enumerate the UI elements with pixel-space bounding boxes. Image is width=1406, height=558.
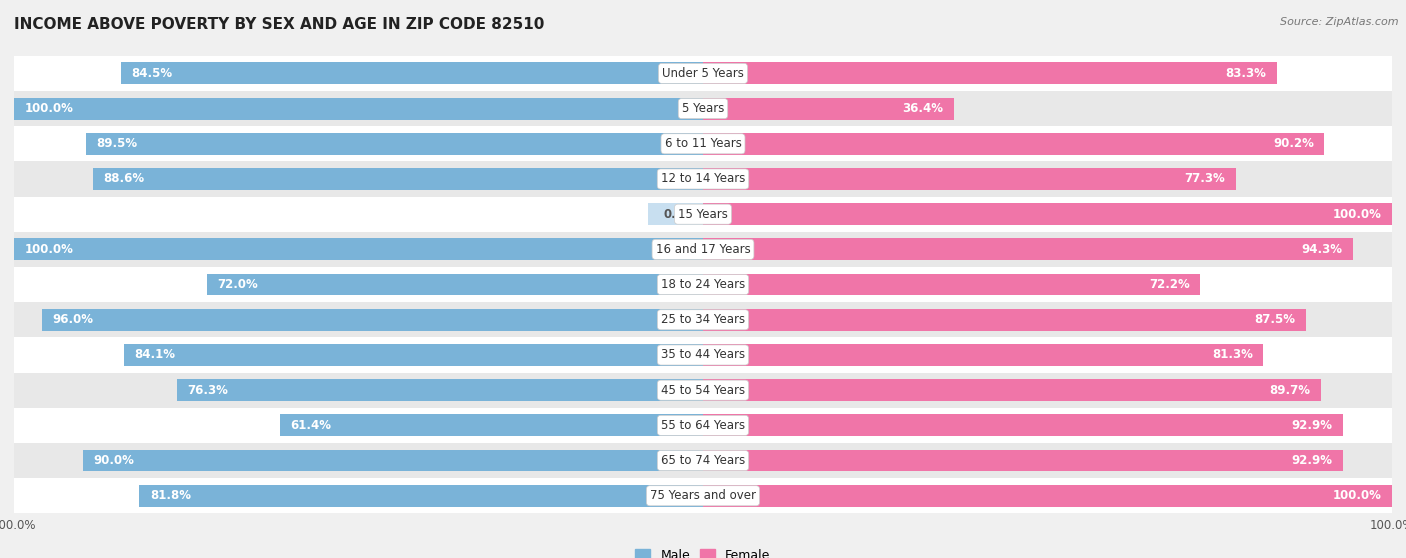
Bar xyxy=(14,161,1392,196)
Bar xyxy=(42,309,703,331)
Bar xyxy=(703,344,1263,366)
Bar xyxy=(177,379,703,401)
Text: 84.5%: 84.5% xyxy=(131,67,173,80)
Bar xyxy=(703,238,1353,260)
Bar xyxy=(703,415,1343,436)
Bar xyxy=(139,485,703,507)
Bar xyxy=(14,238,703,260)
Bar xyxy=(703,485,1392,507)
Text: 92.9%: 92.9% xyxy=(1292,419,1333,432)
Text: 0.0%: 0.0% xyxy=(664,208,696,220)
Bar xyxy=(86,133,703,155)
Text: 18 to 24 Years: 18 to 24 Years xyxy=(661,278,745,291)
Text: 36.4%: 36.4% xyxy=(903,102,943,115)
Text: 100.0%: 100.0% xyxy=(1333,489,1382,502)
Text: 72.0%: 72.0% xyxy=(218,278,259,291)
Bar xyxy=(124,344,703,366)
Text: 89.5%: 89.5% xyxy=(97,137,138,150)
Text: 100.0%: 100.0% xyxy=(24,102,73,115)
Text: Under 5 Years: Under 5 Years xyxy=(662,67,744,80)
Text: 84.1%: 84.1% xyxy=(134,349,174,362)
Text: 35 to 44 Years: 35 to 44 Years xyxy=(661,349,745,362)
Bar xyxy=(14,443,1392,478)
Text: 5 Years: 5 Years xyxy=(682,102,724,115)
Bar xyxy=(703,133,1324,155)
Text: 100.0%: 100.0% xyxy=(24,243,73,256)
Bar xyxy=(14,91,1392,126)
Text: 81.8%: 81.8% xyxy=(150,489,191,502)
Text: 75 Years and over: 75 Years and over xyxy=(650,489,756,502)
Bar xyxy=(207,273,703,296)
Text: 45 to 54 Years: 45 to 54 Years xyxy=(661,384,745,397)
Legend: Male, Female: Male, Female xyxy=(630,543,776,558)
Text: 90.2%: 90.2% xyxy=(1274,137,1315,150)
Text: 96.0%: 96.0% xyxy=(52,313,93,326)
Text: 87.5%: 87.5% xyxy=(1254,313,1295,326)
Bar xyxy=(703,203,1392,225)
Text: 15 Years: 15 Years xyxy=(678,208,728,220)
Text: 83.3%: 83.3% xyxy=(1226,67,1267,80)
Text: 81.3%: 81.3% xyxy=(1212,349,1253,362)
Bar xyxy=(14,478,1392,513)
Text: 12 to 14 Years: 12 to 14 Years xyxy=(661,172,745,185)
Text: 100.0%: 100.0% xyxy=(1333,208,1382,220)
Text: 25 to 34 Years: 25 to 34 Years xyxy=(661,313,745,326)
Text: 72.2%: 72.2% xyxy=(1149,278,1189,291)
Bar xyxy=(14,196,1392,232)
Bar xyxy=(703,309,1306,331)
Text: 77.3%: 77.3% xyxy=(1184,172,1225,185)
Bar xyxy=(14,373,1392,408)
Bar xyxy=(703,450,1343,472)
Bar xyxy=(14,408,1392,443)
Bar xyxy=(703,62,1277,84)
Bar xyxy=(14,98,703,119)
Bar xyxy=(703,273,1201,296)
Text: 94.3%: 94.3% xyxy=(1302,243,1343,256)
Text: 61.4%: 61.4% xyxy=(290,419,332,432)
Bar xyxy=(14,232,1392,267)
Bar xyxy=(93,168,703,190)
Bar xyxy=(14,126,1392,161)
Text: 55 to 64 Years: 55 to 64 Years xyxy=(661,419,745,432)
Bar xyxy=(703,168,1236,190)
Text: 89.7%: 89.7% xyxy=(1270,384,1310,397)
Bar xyxy=(14,338,1392,373)
Text: 65 to 74 Years: 65 to 74 Years xyxy=(661,454,745,467)
Bar xyxy=(83,450,703,472)
Bar xyxy=(280,415,703,436)
Bar xyxy=(14,302,1392,338)
Text: 16 and 17 Years: 16 and 17 Years xyxy=(655,243,751,256)
Bar xyxy=(648,203,703,225)
Text: 76.3%: 76.3% xyxy=(187,384,229,397)
Bar xyxy=(703,98,953,119)
Text: 90.0%: 90.0% xyxy=(93,454,134,467)
Text: 92.9%: 92.9% xyxy=(1292,454,1333,467)
Text: Source: ZipAtlas.com: Source: ZipAtlas.com xyxy=(1281,17,1399,27)
Text: 6 to 11 Years: 6 to 11 Years xyxy=(665,137,741,150)
Bar xyxy=(14,267,1392,302)
Bar xyxy=(14,56,1392,91)
Bar xyxy=(703,379,1322,401)
Text: INCOME ABOVE POVERTY BY SEX AND AGE IN ZIP CODE 82510: INCOME ABOVE POVERTY BY SEX AND AGE IN Z… xyxy=(14,17,544,32)
Bar xyxy=(121,62,703,84)
Text: 88.6%: 88.6% xyxy=(103,172,143,185)
